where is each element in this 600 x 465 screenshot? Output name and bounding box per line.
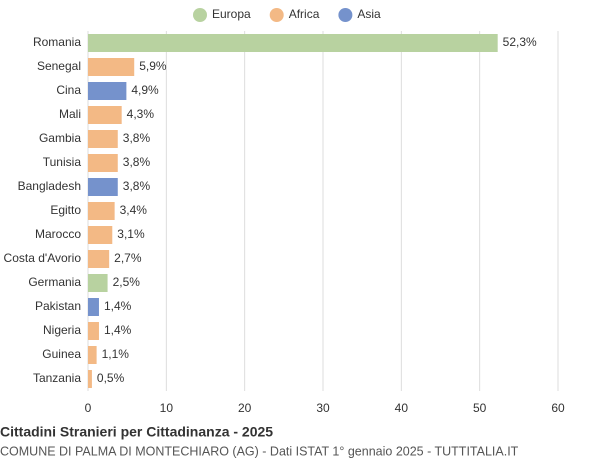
y-tick-label: Marocco — [35, 227, 81, 241]
y-tick-label: Senegal — [37, 59, 81, 73]
y-tick-label: Cina — [56, 83, 81, 97]
value-label: 1,4% — [104, 323, 132, 337]
value-label: 52,3% — [503, 35, 537, 49]
bar — [88, 250, 110, 268]
x-tick-label: 30 — [316, 401, 330, 415]
y-tick-label: Egitto — [50, 203, 81, 217]
y-tick-label: Tanzania — [33, 371, 81, 385]
bar — [88, 298, 99, 316]
x-tick-label: 40 — [395, 401, 409, 415]
y-tick-label: Mali — [59, 107, 81, 121]
y-tick-label: Tunisia — [43, 155, 82, 169]
legend-marker — [338, 8, 353, 22]
x-tick-label: 20 — [238, 401, 252, 415]
value-label: 5,9% — [139, 59, 167, 73]
bar — [88, 58, 135, 76]
bar — [88, 202, 115, 220]
y-tick-label: Romania — [33, 35, 81, 49]
x-tick-label: 10 — [160, 401, 174, 415]
legend-label: Europa — [212, 7, 251, 21]
x-tick-label: 60 — [551, 401, 565, 415]
bar — [88, 322, 99, 340]
value-label: 0,5% — [97, 371, 125, 385]
chart-title: Cittadini Stranieri per Cittadinanza - 2… — [0, 424, 273, 440]
y-tick-label: Costa d'Avorio — [4, 251, 82, 265]
y-tick-label: Gambia — [39, 131, 81, 145]
value-label: 3,1% — [117, 227, 145, 241]
value-label: 1,4% — [104, 299, 132, 313]
bar — [88, 274, 108, 292]
value-label: 3,8% — [123, 155, 151, 169]
bar — [88, 34, 498, 52]
y-tick-label: Germania — [28, 275, 81, 289]
value-label: 3,4% — [120, 203, 148, 217]
bar — [88, 154, 118, 172]
y-tick-label: Nigeria — [43, 323, 81, 337]
chart-subtitle: COMUNE DI PALMA DI MONTECHIARO (AG) - Da… — [0, 444, 519, 458]
value-label: 2,5% — [113, 275, 141, 289]
y-tick-label: Pakistan — [35, 299, 81, 313]
x-tick-label: 50 — [473, 401, 487, 415]
value-label: 4,3% — [127, 107, 155, 121]
x-tick-label: 0 — [85, 401, 92, 415]
bar — [88, 370, 92, 388]
legend-label: Asia — [357, 7, 381, 21]
value-label: 3,8% — [123, 131, 151, 145]
bar — [88, 130, 118, 148]
legend-label: Africa — [289, 7, 320, 21]
value-label: 4,9% — [131, 83, 159, 97]
legend-marker — [193, 8, 207, 22]
y-tick-label: Bangladesh — [18, 179, 81, 193]
value-label: 1,1% — [102, 347, 130, 361]
bar — [88, 106, 122, 124]
value-label: 2,7% — [114, 251, 142, 265]
value-label: 3,8% — [123, 179, 151, 193]
bar — [88, 226, 113, 244]
legend-marker — [269, 8, 284, 22]
bar — [88, 82, 127, 100]
bar — [88, 178, 118, 196]
y-tick-label: Guinea — [42, 347, 81, 361]
bar — [88, 346, 97, 364]
